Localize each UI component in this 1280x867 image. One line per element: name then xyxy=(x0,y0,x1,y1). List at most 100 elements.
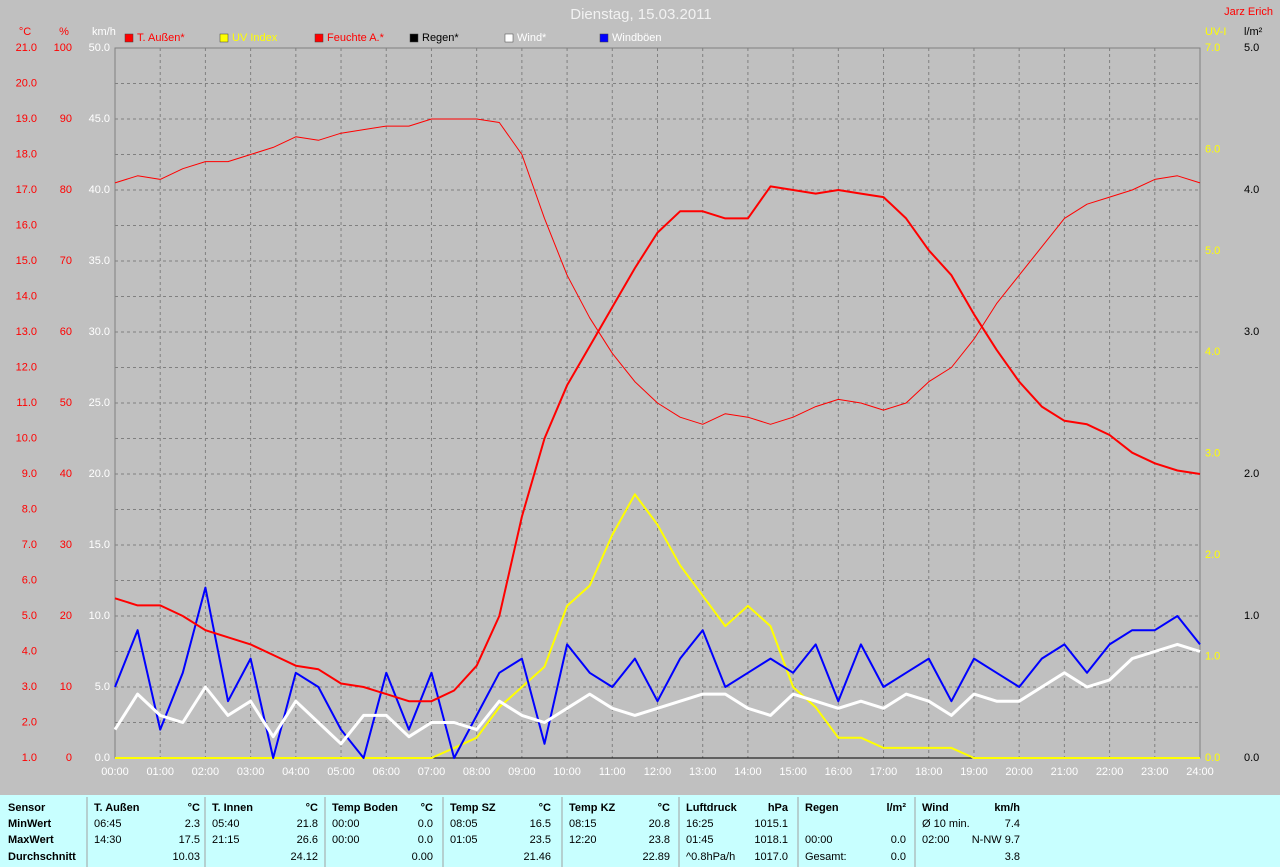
cell-value: N-NW 9.7 xyxy=(972,834,1020,846)
legend-swatch xyxy=(504,33,514,43)
cell-value: 10.03 xyxy=(172,851,200,863)
cell-time: 12:20 xyxy=(569,834,597,846)
y-tick-label: 10 xyxy=(60,681,72,693)
x-tick-label: 19:00 xyxy=(960,766,988,778)
y-tick-label: 2.0 xyxy=(22,716,37,728)
cell-value: 16.5 xyxy=(530,818,551,830)
y-tick-label: 0.0 xyxy=(1244,752,1259,764)
y-tick-label: 40.0 xyxy=(89,184,110,196)
cell-value: 1017.0 xyxy=(754,851,788,863)
cell-time: 05:40 xyxy=(212,818,240,830)
cell-value: 2.3 xyxy=(185,818,200,830)
y-tick-label: 0.0 xyxy=(95,752,110,764)
y-tick-label: 6.0 xyxy=(1205,143,1220,155)
cell-value: 26.6 xyxy=(297,834,318,846)
table-header: Sensor xyxy=(8,802,46,814)
axis-title: °C xyxy=(19,26,31,38)
y-tick-label: 9.0 xyxy=(22,468,37,480)
x-tick-label: 06:00 xyxy=(372,766,400,778)
y-tick-label: 11.0 xyxy=(16,397,37,409)
group-unit: hPa xyxy=(768,802,789,814)
y-tick-label: 5.0 xyxy=(1244,42,1259,54)
legend-label: UV Index xyxy=(232,32,278,44)
y-tick-label: 2.0 xyxy=(1205,549,1220,561)
series-line xyxy=(113,642,1201,746)
y-tick-label: 60 xyxy=(60,326,72,338)
x-tick-label: 02:00 xyxy=(192,766,220,778)
y-tick-label: 10.0 xyxy=(89,610,110,622)
y-tick-label: 13.0 xyxy=(16,326,37,338)
y-tick-label: 12.0 xyxy=(16,361,37,373)
y-tick-label: 5.0 xyxy=(1205,245,1220,257)
cell-time: 00:00 xyxy=(805,834,833,846)
y-tick-label: 1.0 xyxy=(1205,650,1220,662)
cell-time: 01:05 xyxy=(450,834,478,846)
y-tick-label: 1.0 xyxy=(1244,610,1259,622)
y-tick-label: 21.0 xyxy=(16,42,37,54)
y-tick-label: 40 xyxy=(60,468,72,480)
cell-time: Ø 10 min. xyxy=(922,818,970,830)
series-line xyxy=(115,493,1200,759)
x-tick-label: 20:00 xyxy=(1005,766,1033,778)
x-tick-label: 18:00 xyxy=(915,766,943,778)
y-tick-label: 10.0 xyxy=(16,432,37,444)
y-tick-label: 80 xyxy=(60,184,72,196)
y-tick-label: 4.0 xyxy=(1205,346,1220,358)
y-tick-label: 15.0 xyxy=(16,255,37,267)
y-tick-label: 16.0 xyxy=(16,219,37,231)
x-tick-label: 15:00 xyxy=(779,766,807,778)
legend-label: Feuchte A.* xyxy=(327,32,385,44)
cell-value: 0.0 xyxy=(891,834,906,846)
author: Jarz Erich xyxy=(1224,6,1273,18)
y-tick-label: 70 xyxy=(60,255,72,267)
legend-swatch xyxy=(314,33,324,43)
y-tick-label: 19.0 xyxy=(16,113,37,125)
y-tick-label: 50.0 xyxy=(89,42,110,54)
cell-value: 0.0 xyxy=(418,818,433,830)
y-tick-label: 4.0 xyxy=(22,645,37,657)
y-tick-label: 7.0 xyxy=(22,539,37,551)
y-tick-label: 35.0 xyxy=(89,255,110,267)
x-tick-label: 24:00 xyxy=(1186,766,1214,778)
cell-time: 02:00 xyxy=(922,834,950,846)
y-tick-label: 20.0 xyxy=(89,468,110,480)
x-tick-label: 23:00 xyxy=(1141,766,1169,778)
cell-time: 06:45 xyxy=(94,818,122,830)
x-tick-label: 13:00 xyxy=(689,766,717,778)
y-tick-label: 3.0 xyxy=(1205,448,1220,460)
cell-value: 0.00 xyxy=(412,851,433,863)
row-label: MinWert xyxy=(8,818,52,830)
y-tick-label: 90 xyxy=(60,113,72,125)
y-tick-label: 25.0 xyxy=(89,397,110,409)
axis-title: km/h xyxy=(92,26,116,38)
group-title: T. Innen xyxy=(212,802,253,814)
summary-panel xyxy=(0,795,1280,867)
legend-label: Wind* xyxy=(517,32,547,44)
cell-time: 01:45 xyxy=(686,834,714,846)
group-title: Temp KZ xyxy=(569,802,616,814)
x-tick-label: 07:00 xyxy=(418,766,446,778)
y-tick-label: 14.0 xyxy=(16,290,37,302)
group-unit: °C xyxy=(658,802,670,814)
x-tick-label: 17:00 xyxy=(870,766,898,778)
axis-title: UV-I xyxy=(1205,26,1226,38)
cell-time: 00:00 xyxy=(332,834,360,846)
y-tick-label: 5.0 xyxy=(22,610,37,622)
cell-time: 14:30 xyxy=(94,834,122,846)
x-tick-label: 10:00 xyxy=(553,766,581,778)
cell-time: ^0.8hPa/h xyxy=(686,851,735,863)
series-line xyxy=(114,118,1201,425)
cell-value: 22.89 xyxy=(642,851,670,863)
cell-time: 08:15 xyxy=(569,818,597,830)
y-tick-label: 15.0 xyxy=(89,539,110,551)
x-tick-label: 03:00 xyxy=(237,766,265,778)
cell-value: 24.12 xyxy=(290,851,318,863)
axis-title: % xyxy=(59,26,69,38)
legend-swatch xyxy=(409,33,419,43)
y-tick-label: 0 xyxy=(66,752,72,764)
cell-value: 7.4 xyxy=(1005,818,1020,830)
background xyxy=(0,0,1280,795)
cell-value: 23.5 xyxy=(530,834,551,846)
series-line xyxy=(114,185,1201,703)
